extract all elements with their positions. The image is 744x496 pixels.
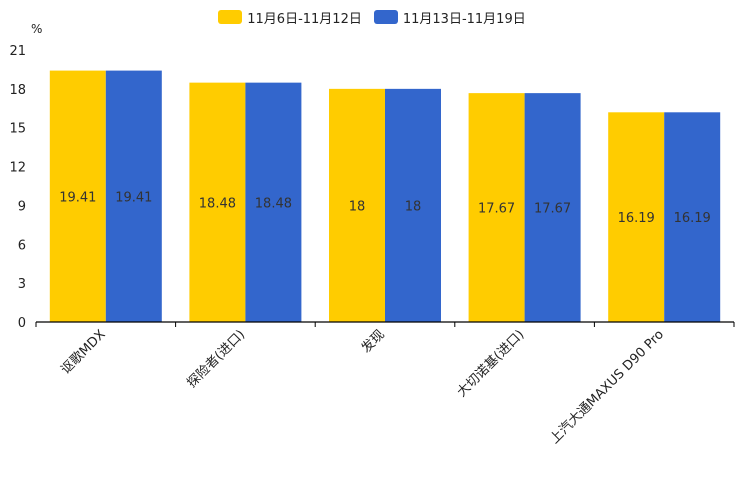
data-label: 18.48: [199, 196, 236, 211]
y-tick-label: 21: [9, 44, 26, 59]
x-tick-label: 大切诺基(进口): [454, 327, 527, 400]
data-label: 17.67: [478, 202, 515, 217]
value-labels: 19.41 19.41 18.48 18.48 18 18 17.67 17.67 16.19 1…: [59, 190, 711, 226]
legend-label-series-1: 11月6日-11月12日: [247, 11, 362, 27]
x-axis: 讴歌MDX 探险者(进口) 发现 大切诺基(进口) 上汽大通MAXUS D90 Pro: [35, 321, 735, 447]
data-label: 19.41: [115, 190, 152, 205]
data-label: 18: [349, 199, 366, 214]
data-label: 16.19: [674, 211, 711, 226]
data-label: 16.19: [618, 211, 655, 226]
bars: [49, 70, 721, 322]
y-axis: 0 3 6 9 12 15 18 21: [9, 44, 26, 331]
bar-series-1[interactable]: [329, 88, 385, 322]
data-label: 19.41: [59, 190, 96, 205]
y-tick-label: 15: [9, 122, 26, 137]
x-tick-label: 上汽大通MAXUS D90 Pro: [547, 327, 667, 447]
y-tick-label: 0: [18, 316, 26, 331]
bar-series-2[interactable]: [385, 88, 441, 322]
legend-item-series-2[interactable]: 11月13日-11月19日: [373, 7, 526, 27]
legend-swatch-series-1: [218, 10, 243, 24]
bar-series-2[interactable]: [105, 70, 162, 322]
y-tick-label: 9: [18, 199, 26, 214]
bar-series-1[interactable]: [608, 112, 665, 322]
y-tick-label: 6: [18, 238, 26, 253]
bar-series-2[interactable]: [664, 112, 721, 322]
data-label: 18.48: [255, 196, 292, 211]
x-tick-label: 探险者(进口): [184, 327, 248, 391]
legend-item-series-1[interactable]: 11月6日-11月12日: [218, 7, 362, 27]
y-tick-label: 3: [18, 277, 26, 292]
bar-series-1[interactable]: [49, 70, 106, 322]
y-tick-label: 18: [9, 83, 26, 98]
x-tick-label: 讴歌MDX: [58, 327, 108, 377]
legend-label-series-2: 11月13日-11月19日: [402, 11, 526, 27]
bar-series-2[interactable]: [524, 93, 581, 322]
legend: 11月6日-11月12日 11月13日-11月19日: [0, 7, 744, 27]
y-axis-unit: %: [31, 22, 42, 36]
bar-series-1[interactable]: [468, 93, 525, 322]
bar-series-2[interactable]: [245, 82, 302, 322]
data-label: 17.67: [534, 202, 571, 217]
data-label: 18: [405, 199, 422, 214]
legend-swatch-series-2: [373, 10, 398, 24]
bar-series-1[interactable]: [189, 82, 246, 322]
y-tick-label: 12: [9, 161, 26, 176]
x-tick-label: 发现: [358, 327, 388, 357]
